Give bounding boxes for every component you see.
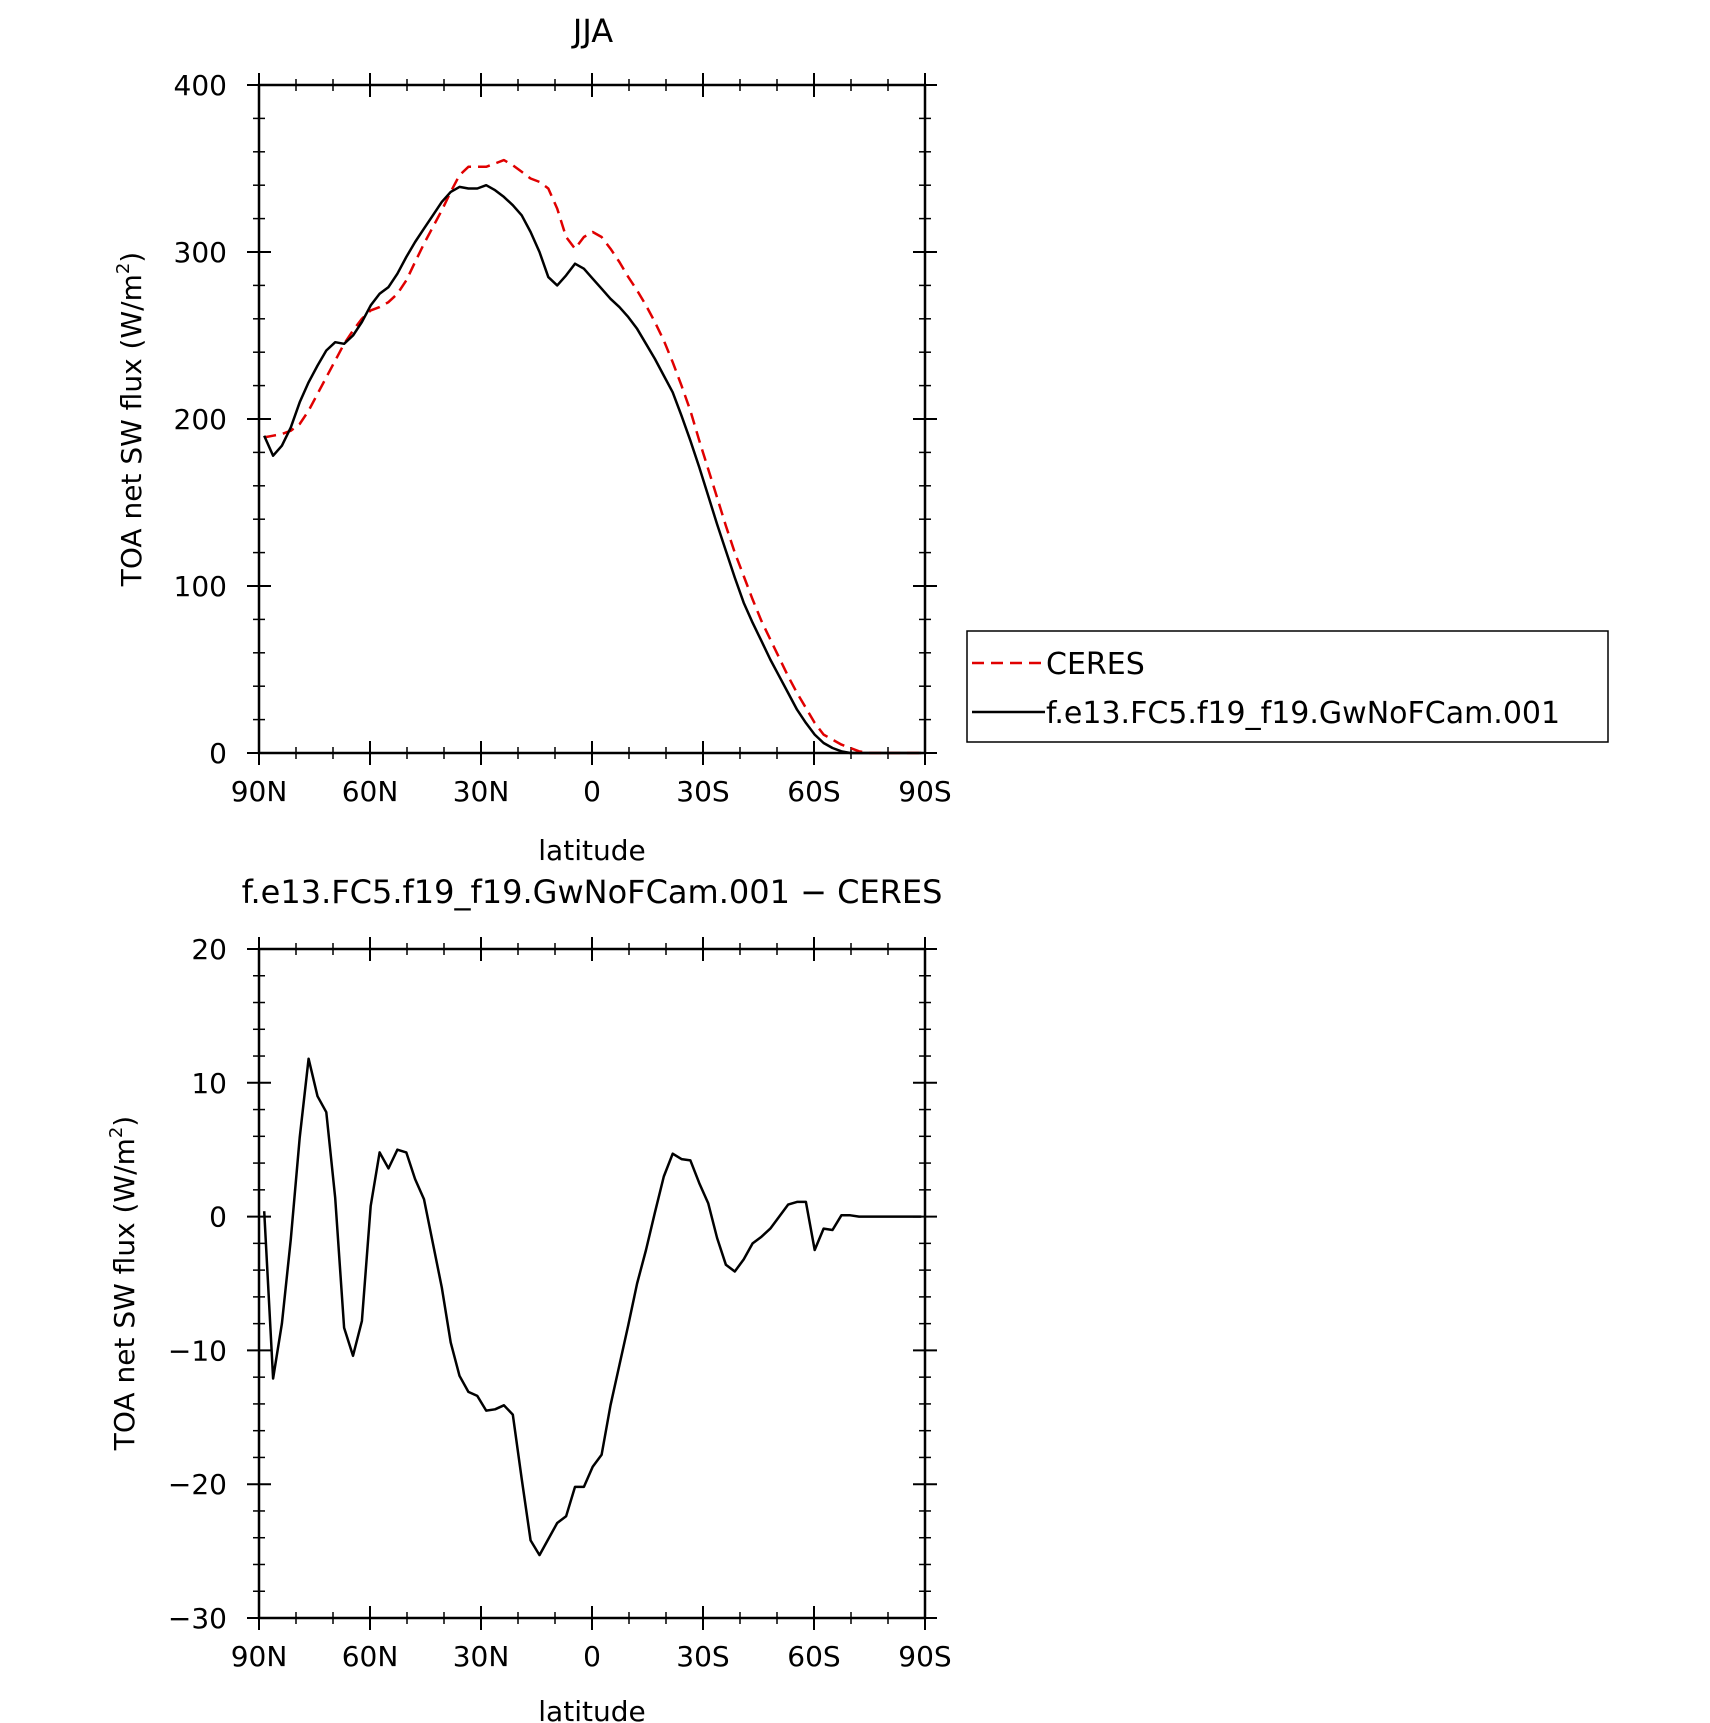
top-axis-ticks <box>247 73 937 765</box>
bottom-y-tick-label: 10 <box>191 1067 227 1100</box>
top-x-tick-label: 30S <box>676 775 729 808</box>
top-y-tick-label: 300 <box>174 236 227 269</box>
top-x-tick-label: 60S <box>787 775 840 808</box>
legend-label-model: f.e13.FC5.f19_f19.GwNoFCam.001 <box>1046 696 1560 731</box>
bottom-x-tick-labels: 90N 60N 30N 0 30S 60S 90S <box>231 1640 952 1673</box>
bottom-y-tick-label: −10 <box>168 1334 227 1367</box>
top-y-axis-label: TOA net SW flux (W/m2) <box>113 252 148 587</box>
top-series-line-0 <box>263 158 922 755</box>
legend-box <box>966 630 1609 743</box>
top-x-tick-label: 0 <box>583 775 601 808</box>
legend-label-ceres: CERES <box>1046 647 1145 682</box>
bottom-x-tick-label: 60S <box>787 1640 840 1673</box>
top-series-lines <box>263 158 922 755</box>
top-y-tick-label: 0 <box>209 737 227 770</box>
bottom-series-line-0 <box>262 1057 922 1557</box>
top-y-tick-label: 400 <box>174 69 227 102</box>
top-y-tick-labels: 0 100 200 300 400 <box>174 69 227 770</box>
bottom-axis-ticks <box>247 937 937 1630</box>
top-series-line-1 <box>263 183 922 755</box>
top-y-tick-label: 200 <box>174 403 227 436</box>
bottom-plot-frame <box>257 947 927 1620</box>
bottom-x-axis-label: latitude <box>538 1695 645 1723</box>
bottom-x-tick-label: 90N <box>231 1640 288 1673</box>
bottom-panel: f.e13.FC5.f19_f19.GwNoFCam.001 − CERES 9… <box>106 873 952 1723</box>
top-x-tick-label: 60N <box>342 775 399 808</box>
top-x-tick-label: 30N <box>453 775 510 808</box>
bottom-series-lines <box>262 1057 922 1557</box>
bottom-x-tick-label: 0 <box>583 1640 601 1673</box>
bottom-y-tick-label: 20 <box>191 933 227 966</box>
bottom-x-tick-label: 30N <box>453 1640 510 1673</box>
top-x-tick-labels: 90N 60N 30N 0 30S 60S 90S <box>231 775 952 808</box>
bottom-y-tick-labels: 20 10 0 −10 −20 −30 <box>168 933 227 1635</box>
legend: CERES f.e13.FC5.f19_f19.GwNoFCam.001 <box>966 630 1609 743</box>
top-panel: JJA 90N 60N 30N 0 30S 60S 90S 0 100 200 300 400 la… <box>113 12 952 867</box>
top-x-tick-label: 90S <box>898 775 951 808</box>
bottom-x-tick-label: 30S <box>676 1640 729 1673</box>
bottom-panel-title: f.e13.FC5.f19_f19.GwNoFCam.001 − CERES <box>242 873 943 911</box>
bottom-y-tick-label: −20 <box>168 1468 227 1501</box>
bottom-y-tick-label: −30 <box>168 1602 227 1635</box>
bottom-x-tick-label: 60N <box>342 1640 399 1673</box>
top-y-tick-label: 100 <box>174 570 227 603</box>
top-plot-frame <box>257 83 927 755</box>
bottom-y-axis-label: TOA net SW flux (W/m2) <box>106 1116 141 1451</box>
bottom-x-tick-label: 90S <box>898 1640 951 1673</box>
bottom-y-tick-label: 0 <box>209 1201 227 1234</box>
top-panel-title: JJA <box>571 12 613 50</box>
top-x-tick-label: 90N <box>231 775 288 808</box>
top-x-axis-label: latitude <box>538 834 645 867</box>
